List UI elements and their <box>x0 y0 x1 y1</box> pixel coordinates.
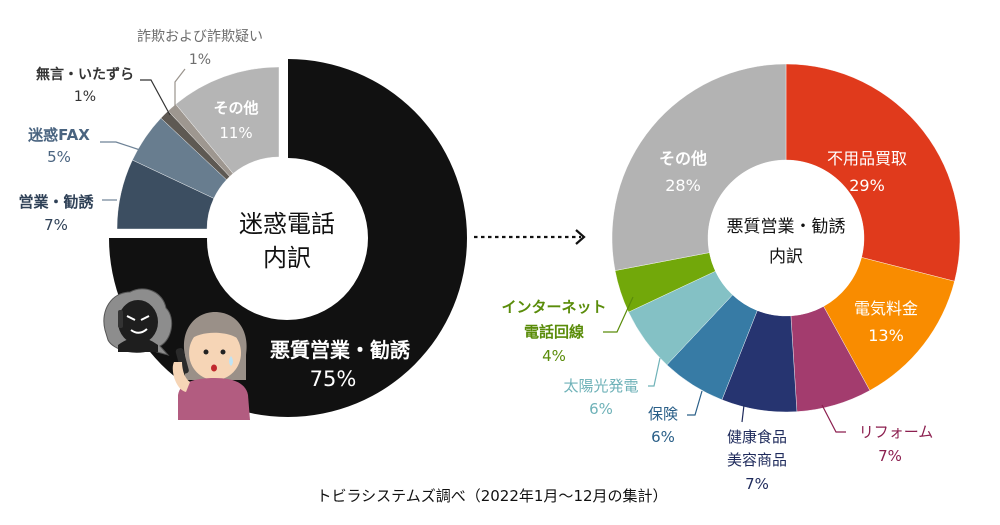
label-net-name-2: 電話回線 <box>524 323 584 341</box>
illustration-scam-call <box>103 288 250 420</box>
label-right-other-pct: 28% <box>665 176 701 195</box>
source-footer: トビラシステムズ調べ（2022年1月〜12月の集計） <box>316 487 667 505</box>
label-reform-name: リフォーム <box>859 423 934 441</box>
leader-line-kenko <box>741 404 745 423</box>
leader-line-sagi <box>174 68 186 110</box>
label-fax-pct: 5% <box>47 148 71 166</box>
label-fuyo-name: 不用品買取 <box>827 149 907 168</box>
label-solar-pct: 6% <box>589 400 613 418</box>
left-center-title: 迷惑電話 <box>239 210 335 238</box>
label-hoken-name: 保険 <box>648 405 678 423</box>
label-solar-name: 太陽光発電 <box>563 377 638 395</box>
right-donut-chart <box>611 63 961 413</box>
leader-line-net <box>603 296 634 333</box>
leader-line-reform <box>821 404 846 433</box>
left-leader-lines <box>100 68 186 201</box>
label-fuyo-pct: 29% <box>849 176 885 195</box>
label-hoken-pct: 6% <box>651 428 675 446</box>
label-denki-pct: 13% <box>868 326 904 345</box>
right-center-subtitle: 内訳 <box>769 247 803 267</box>
leader-line-fax <box>100 141 141 151</box>
label-left-other-name: その他 <box>213 99 258 117</box>
leader-line-solar <box>648 357 661 387</box>
label-eigyo-name: 営業・勧誘 <box>18 193 94 211</box>
label-denki-name: 電気料金 <box>854 299 918 318</box>
label-mugon-name: 無言・いたずら <box>36 66 134 83</box>
label-eigyo-pct: 7% <box>44 216 68 234</box>
elderly-woman-icon <box>172 312 250 420</box>
right-center-title: 悪質営業・勧誘 <box>727 217 846 237</box>
left-donut-hole <box>207 160 367 320</box>
label-fax-name: 迷惑FAX <box>27 126 90 144</box>
label-sagi-name: 詐欺および詐欺疑い <box>137 29 263 45</box>
label-net-pct: 4% <box>542 347 566 365</box>
left-donut-slice-5 <box>175 66 280 174</box>
label-left-other-pct: 11% <box>219 124 252 142</box>
leader-line-hoken <box>687 390 703 416</box>
label-main-name: 悪質営業・勧誘 <box>270 338 411 362</box>
label-sagi-pct: 1% <box>189 52 211 68</box>
left-center-subtitle: 内訳 <box>263 244 311 272</box>
label-kenko-name-1: 健康食品 <box>727 428 787 446</box>
leader-line-mugon <box>140 79 171 116</box>
label-right-other-name: その他 <box>659 149 707 168</box>
right-donut-hole <box>708 160 864 316</box>
label-main-pct: 75% <box>310 367 357 391</box>
scammer-bubble-icon <box>103 288 173 356</box>
label-kenko-pct: 7% <box>745 475 769 493</box>
label-mugon-pct: 1% <box>74 89 96 105</box>
arrow-icon <box>474 229 586 245</box>
label-kenko-name-2: 美容商品 <box>727 451 787 469</box>
label-reform-pct: 7% <box>878 447 902 465</box>
label-net-name-1: インターネット <box>501 298 606 316</box>
right-leader-lines <box>603 296 846 433</box>
